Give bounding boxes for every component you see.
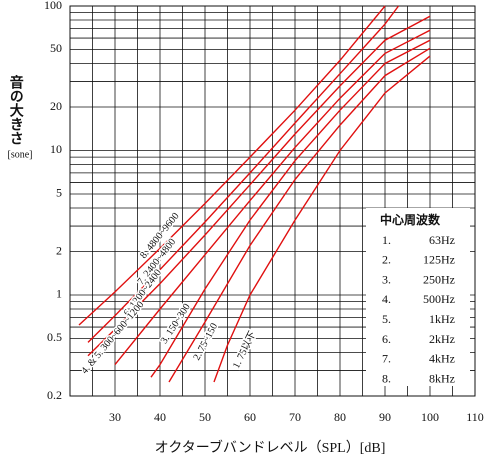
x-tick-label: 70 [289,410,301,424]
legend-index: 5. [382,312,391,326]
x-tick-label: 40 [154,410,166,424]
x-tick-label: 80 [334,410,346,424]
curve-label: 1. 75以下 [231,330,258,371]
curve [87,15,431,357]
legend-frequency: 8kHz [429,371,455,385]
y-tick-label: 2 [56,243,62,257]
y-tick-label: 0.2 [47,388,62,402]
legend-frequency: 500Hz [423,292,455,306]
legend-index: 2. [382,253,391,267]
legend-index: 7. [382,352,391,366]
y-axis-unit: [sone] [8,149,33,160]
x-axis-label: オクターブバンドレベル（SPL）[dB] [155,439,386,456]
curve [168,47,431,383]
x-tick-label: 90 [379,410,391,424]
legend-title: 中心周波数 [380,212,441,227]
x-tick-label: 30 [109,410,121,424]
y-tick-label: 50 [50,41,62,55]
y-tick-label: 1 [56,287,62,301]
legend-frequency: 250Hz [423,272,455,286]
legend-index: 3. [382,272,391,286]
legend-index: 1. [382,233,391,247]
curve-label: 2. 75~150 [191,321,220,362]
curve [114,29,431,366]
legend-index: 8. [382,371,391,385]
y-tick-label: 5 [56,186,62,200]
y-axis-label: 音の大きさ [8,74,24,145]
curve [213,55,431,383]
x-tick-label: 100 [421,410,439,424]
curve [78,5,386,326]
legend-frequency: 2kHz [429,332,455,346]
legend-index: 6. [382,332,391,346]
y-tick-label: 10 [50,142,62,156]
legend-frequency: 1kHz [429,312,455,326]
legend-index: 4. [382,292,391,306]
y-tick-label: 20 [50,99,62,113]
legend-frequency: 4kHz [429,352,455,366]
curve [150,39,431,378]
x-tick-label: 110 [466,410,484,424]
legend-frequency: 63Hz [429,233,455,247]
y-tick-label: 0.5 [47,330,62,344]
curve [87,5,400,343]
legend-frequency: 125Hz [423,253,455,267]
legend-box [366,208,470,386]
y-tick-label: 100 [44,0,62,12]
x-tick-label: 50 [199,410,211,424]
x-tick-label: 60 [244,410,256,424]
